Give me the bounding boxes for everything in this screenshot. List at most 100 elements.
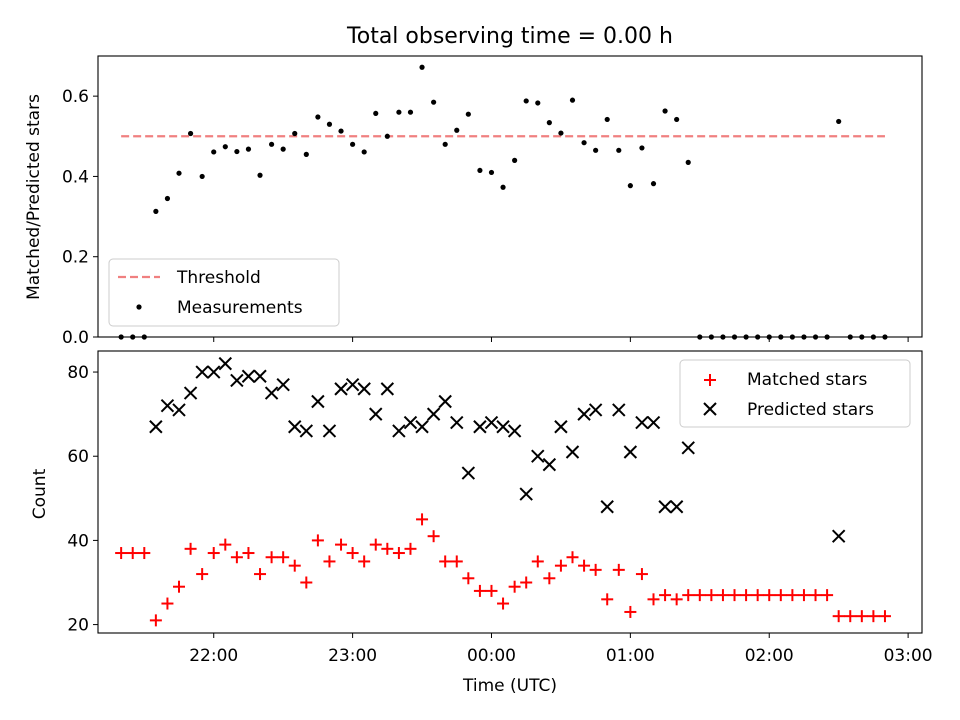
measurement-point bbox=[500, 184, 506, 190]
matched-star-point bbox=[138, 547, 151, 560]
bottom-xtick-label: 00:00 bbox=[467, 646, 516, 666]
legend-threshold-label: Threshold bbox=[176, 268, 261, 288]
legend-matched-swatch bbox=[704, 374, 716, 386]
predicted-star-point bbox=[345, 377, 360, 392]
measurement-point bbox=[442, 141, 448, 147]
matched-star-point bbox=[682, 589, 695, 602]
measurement-point bbox=[465, 111, 471, 117]
predicted-star-point bbox=[380, 382, 395, 396]
top-legend: Threshold Measurements bbox=[108, 258, 340, 327]
measurement-point bbox=[431, 99, 437, 105]
measurement-point bbox=[280, 146, 286, 152]
predicted-star-point bbox=[160, 399, 175, 413]
matched-star-point bbox=[508, 580, 521, 593]
measurement-point bbox=[234, 148, 240, 155]
predicted-star-point bbox=[392, 424, 406, 438]
bottom-legend: Matched stars Predicted stars bbox=[679, 359, 911, 428]
predicted-star-point bbox=[658, 500, 672, 514]
bottom-axes-frame bbox=[97, 350, 923, 634]
measurement-point bbox=[361, 149, 367, 155]
matched-star-point bbox=[473, 584, 486, 597]
matched-star-point bbox=[126, 547, 139, 560]
bottom-legend-box bbox=[679, 359, 911, 428]
predicted-star-point bbox=[288, 420, 302, 434]
predicted-star-point bbox=[334, 382, 348, 396]
matched-star-point bbox=[716, 589, 729, 602]
bottom-xtick-label: 22:00 bbox=[189, 646, 238, 666]
top-ytick-label: 0.4 bbox=[62, 167, 89, 187]
matched-star-point bbox=[219, 538, 232, 551]
matched-star-point bbox=[300, 576, 313, 589]
predicted-star-point bbox=[438, 394, 452, 409]
measurement-point bbox=[199, 173, 205, 180]
matched-star-point bbox=[520, 576, 533, 589]
measurement-point bbox=[616, 147, 622, 153]
matched-star-point bbox=[288, 559, 301, 572]
measurement-point bbox=[569, 97, 576, 103]
predicted-star-point bbox=[403, 415, 418, 430]
legend-measurements-label: Measurements bbox=[177, 298, 303, 318]
matched-star-point bbox=[797, 589, 810, 602]
matched-star-point bbox=[277, 551, 290, 564]
matched-star-point bbox=[404, 542, 417, 555]
bottom-ytick-label: 20 bbox=[67, 616, 89, 636]
measurement-point bbox=[326, 121, 333, 127]
matched-star-point bbox=[763, 589, 776, 602]
measurement-point bbox=[836, 118, 842, 125]
measurement-point bbox=[581, 140, 587, 146]
predicted-star-point bbox=[484, 415, 499, 430]
bottom-ytick-label: 80 bbox=[67, 363, 89, 383]
predicted-star-point bbox=[450, 415, 464, 430]
matched-star-point bbox=[254, 568, 267, 581]
predicted-star-point bbox=[623, 445, 638, 459]
predicted-star-point bbox=[149, 420, 163, 434]
matched-star-point bbox=[323, 555, 336, 568]
matched-star-point bbox=[173, 580, 186, 593]
matched-star-point bbox=[867, 610, 880, 623]
matched-star-point bbox=[369, 538, 382, 551]
measurement-point bbox=[685, 159, 691, 165]
measurement-point bbox=[558, 130, 564, 136]
matched-star-point bbox=[855, 610, 868, 623]
predicted-star-point bbox=[195, 365, 209, 379]
measurement-point bbox=[187, 130, 194, 137]
matched-star-point bbox=[358, 555, 371, 568]
top-ytick-label: 0.2 bbox=[62, 248, 89, 268]
matched-star-point bbox=[416, 513, 429, 526]
predicted-star-point bbox=[218, 356, 233, 371]
predicted-star-point bbox=[635, 415, 649, 430]
matched-star-point bbox=[543, 572, 556, 585]
predicted-star-point bbox=[531, 449, 545, 463]
bottom-xtick-label: 02:00 bbox=[745, 646, 794, 666]
legend-predicted-swatch bbox=[703, 402, 717, 416]
measurement-point bbox=[650, 181, 657, 187]
measurement-point bbox=[419, 64, 425, 70]
bottom-y-axis-label: Count bbox=[30, 468, 50, 519]
predicted-star-point bbox=[207, 365, 221, 379]
predicted-star-point bbox=[542, 457, 557, 472]
top-ytick-label: 0.6 bbox=[62, 87, 89, 107]
matched-star-point bbox=[821, 589, 834, 602]
predicted-star-point bbox=[172, 403, 186, 417]
matched-star-point bbox=[647, 593, 660, 606]
matched-star-point bbox=[624, 605, 637, 618]
measurement-point bbox=[454, 127, 460, 133]
predicted-star-point bbox=[473, 420, 487, 434]
measurement-point bbox=[373, 110, 379, 117]
predicted-star-point bbox=[276, 377, 290, 392]
matched-star-point bbox=[578, 559, 591, 572]
top-axes-frame bbox=[97, 55, 923, 338]
matched-star-point bbox=[184, 542, 197, 555]
predicted-star-point bbox=[519, 487, 533, 501]
measurement-point bbox=[477, 167, 483, 174]
matched-star-point bbox=[740, 589, 753, 602]
measurement-point bbox=[257, 172, 263, 178]
top-legend-box bbox=[108, 258, 340, 327]
predicted-star-point bbox=[369, 407, 383, 421]
predicted-star-point bbox=[426, 407, 441, 421]
chart-title: Total observing time = 0.00 h bbox=[346, 24, 673, 49]
matched-star-point bbox=[381, 542, 394, 555]
matched-star-point bbox=[751, 589, 764, 602]
matched-star-point bbox=[612, 563, 625, 576]
matched-star-point bbox=[462, 572, 475, 585]
